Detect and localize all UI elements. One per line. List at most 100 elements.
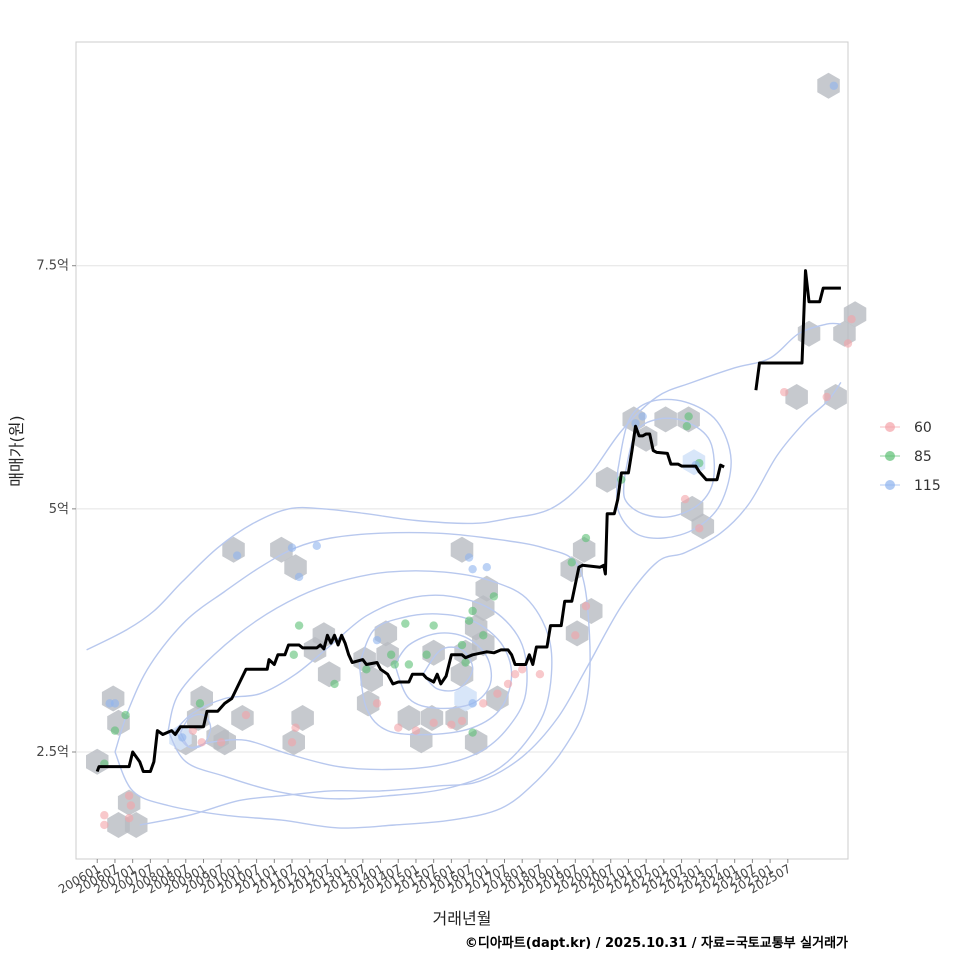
point-60 bbox=[571, 631, 580, 640]
point-115 bbox=[105, 699, 114, 708]
hexbin-cell bbox=[107, 812, 130, 838]
point-85 bbox=[489, 592, 499, 601]
point-115 bbox=[294, 572, 304, 582]
point-60 bbox=[394, 723, 403, 732]
point-115 bbox=[631, 419, 640, 428]
y-tick-label: 5억 bbox=[49, 502, 69, 517]
point-60 bbox=[124, 791, 134, 800]
hexbin-cell bbox=[654, 406, 677, 433]
point-60 bbox=[822, 392, 831, 402]
point-85 bbox=[422, 650, 431, 659]
point-85 bbox=[294, 621, 304, 630]
point-85 bbox=[429, 621, 438, 630]
point-60 bbox=[241, 710, 251, 720]
hexbin-cell bbox=[572, 536, 596, 563]
point-85 bbox=[362, 665, 371, 674]
point-85 bbox=[468, 606, 477, 616]
density-contour bbox=[394, 632, 493, 710]
point-115 bbox=[638, 412, 647, 421]
point-60 bbox=[457, 716, 467, 726]
point-60 bbox=[411, 726, 421, 735]
point-85 bbox=[464, 616, 474, 625]
density-contour bbox=[179, 713, 212, 749]
point-60 bbox=[479, 699, 488, 708]
density-contour bbox=[167, 570, 553, 800]
point-85 bbox=[567, 558, 576, 567]
point-115 bbox=[468, 699, 477, 708]
point-115 bbox=[482, 563, 491, 572]
legend-dot-85 bbox=[885, 451, 895, 461]
hexbin-cell bbox=[622, 406, 645, 433]
point-115 bbox=[287, 543, 297, 552]
legend-dot-60 bbox=[885, 422, 895, 432]
point-60 bbox=[291, 723, 300, 732]
density-contour bbox=[139, 381, 842, 826]
point-85 bbox=[386, 650, 396, 659]
trend-line bbox=[754, 269, 841, 391]
density-contour bbox=[174, 594, 528, 771]
point-60 bbox=[780, 387, 789, 397]
hexbin-cell bbox=[595, 466, 619, 493]
legend-dot-115 bbox=[885, 480, 895, 490]
trend-line-layer bbox=[95, 269, 841, 773]
hexbin-cell bbox=[86, 748, 109, 775]
point-115 bbox=[178, 733, 187, 742]
hexbin-cell bbox=[420, 705, 444, 731]
point-60 bbox=[503, 679, 513, 689]
gridlines bbox=[76, 265, 848, 753]
point-85 bbox=[468, 728, 477, 737]
credit-line: ©디아파트(dapt.kr) / 2025.10.31 / 자료=국토교통부 실… bbox=[465, 935, 848, 951]
hexbin-cell bbox=[303, 636, 327, 663]
density-contour bbox=[615, 398, 732, 539]
point-115 bbox=[312, 541, 322, 551]
point-85 bbox=[682, 421, 692, 431]
point-60 bbox=[535, 670, 545, 679]
point-60 bbox=[843, 339, 853, 348]
hexbin-cell bbox=[422, 639, 445, 666]
hexbin-cell bbox=[785, 384, 808, 410]
point-85 bbox=[401, 619, 410, 628]
point-85 bbox=[404, 660, 414, 669]
point-115 bbox=[464, 553, 474, 562]
transaction-points bbox=[100, 81, 856, 830]
point-85 bbox=[581, 533, 591, 543]
point-85 bbox=[289, 650, 298, 659]
y-tick-label: 7.5억 bbox=[36, 259, 69, 274]
legend-label-60: 60 bbox=[914, 420, 932, 436]
point-85 bbox=[457, 640, 467, 650]
point-115 bbox=[372, 635, 382, 645]
density-contour bbox=[86, 322, 841, 651]
point-60 bbox=[197, 738, 206, 747]
hexbin-cell bbox=[397, 705, 421, 731]
point-60 bbox=[581, 601, 591, 611]
point-60 bbox=[493, 689, 502, 698]
point-60 bbox=[847, 314, 856, 324]
point-115 bbox=[829, 81, 839, 90]
point-85 bbox=[110, 726, 120, 735]
point-60 bbox=[287, 738, 297, 747]
y-tick-label: 2.5억 bbox=[36, 745, 69, 760]
legend: 60 85 115 bbox=[880, 420, 941, 494]
density-contour bbox=[422, 646, 474, 692]
point-60 bbox=[695, 524, 704, 533]
point-60 bbox=[429, 718, 438, 728]
y-axis-title: 매매가(원) bbox=[7, 415, 26, 486]
point-85 bbox=[195, 699, 205, 708]
point-85 bbox=[121, 710, 130, 720]
hexbin-cell bbox=[472, 630, 495, 657]
point-85 bbox=[330, 679, 339, 689]
hexbin-cell bbox=[824, 384, 847, 410]
point-115 bbox=[232, 551, 242, 560]
point-60 bbox=[124, 813, 134, 823]
point-60 bbox=[100, 820, 109, 830]
point-85 bbox=[684, 412, 693, 421]
hexbin-cell bbox=[270, 536, 293, 563]
hexbin-cell bbox=[472, 595, 495, 622]
point-60 bbox=[100, 811, 109, 820]
point-60 bbox=[126, 801, 136, 810]
point-60 bbox=[372, 699, 382, 708]
legend-label-115: 115 bbox=[914, 478, 941, 494]
point-115 bbox=[468, 564, 477, 574]
legend-label-85: 85 bbox=[914, 449, 932, 465]
